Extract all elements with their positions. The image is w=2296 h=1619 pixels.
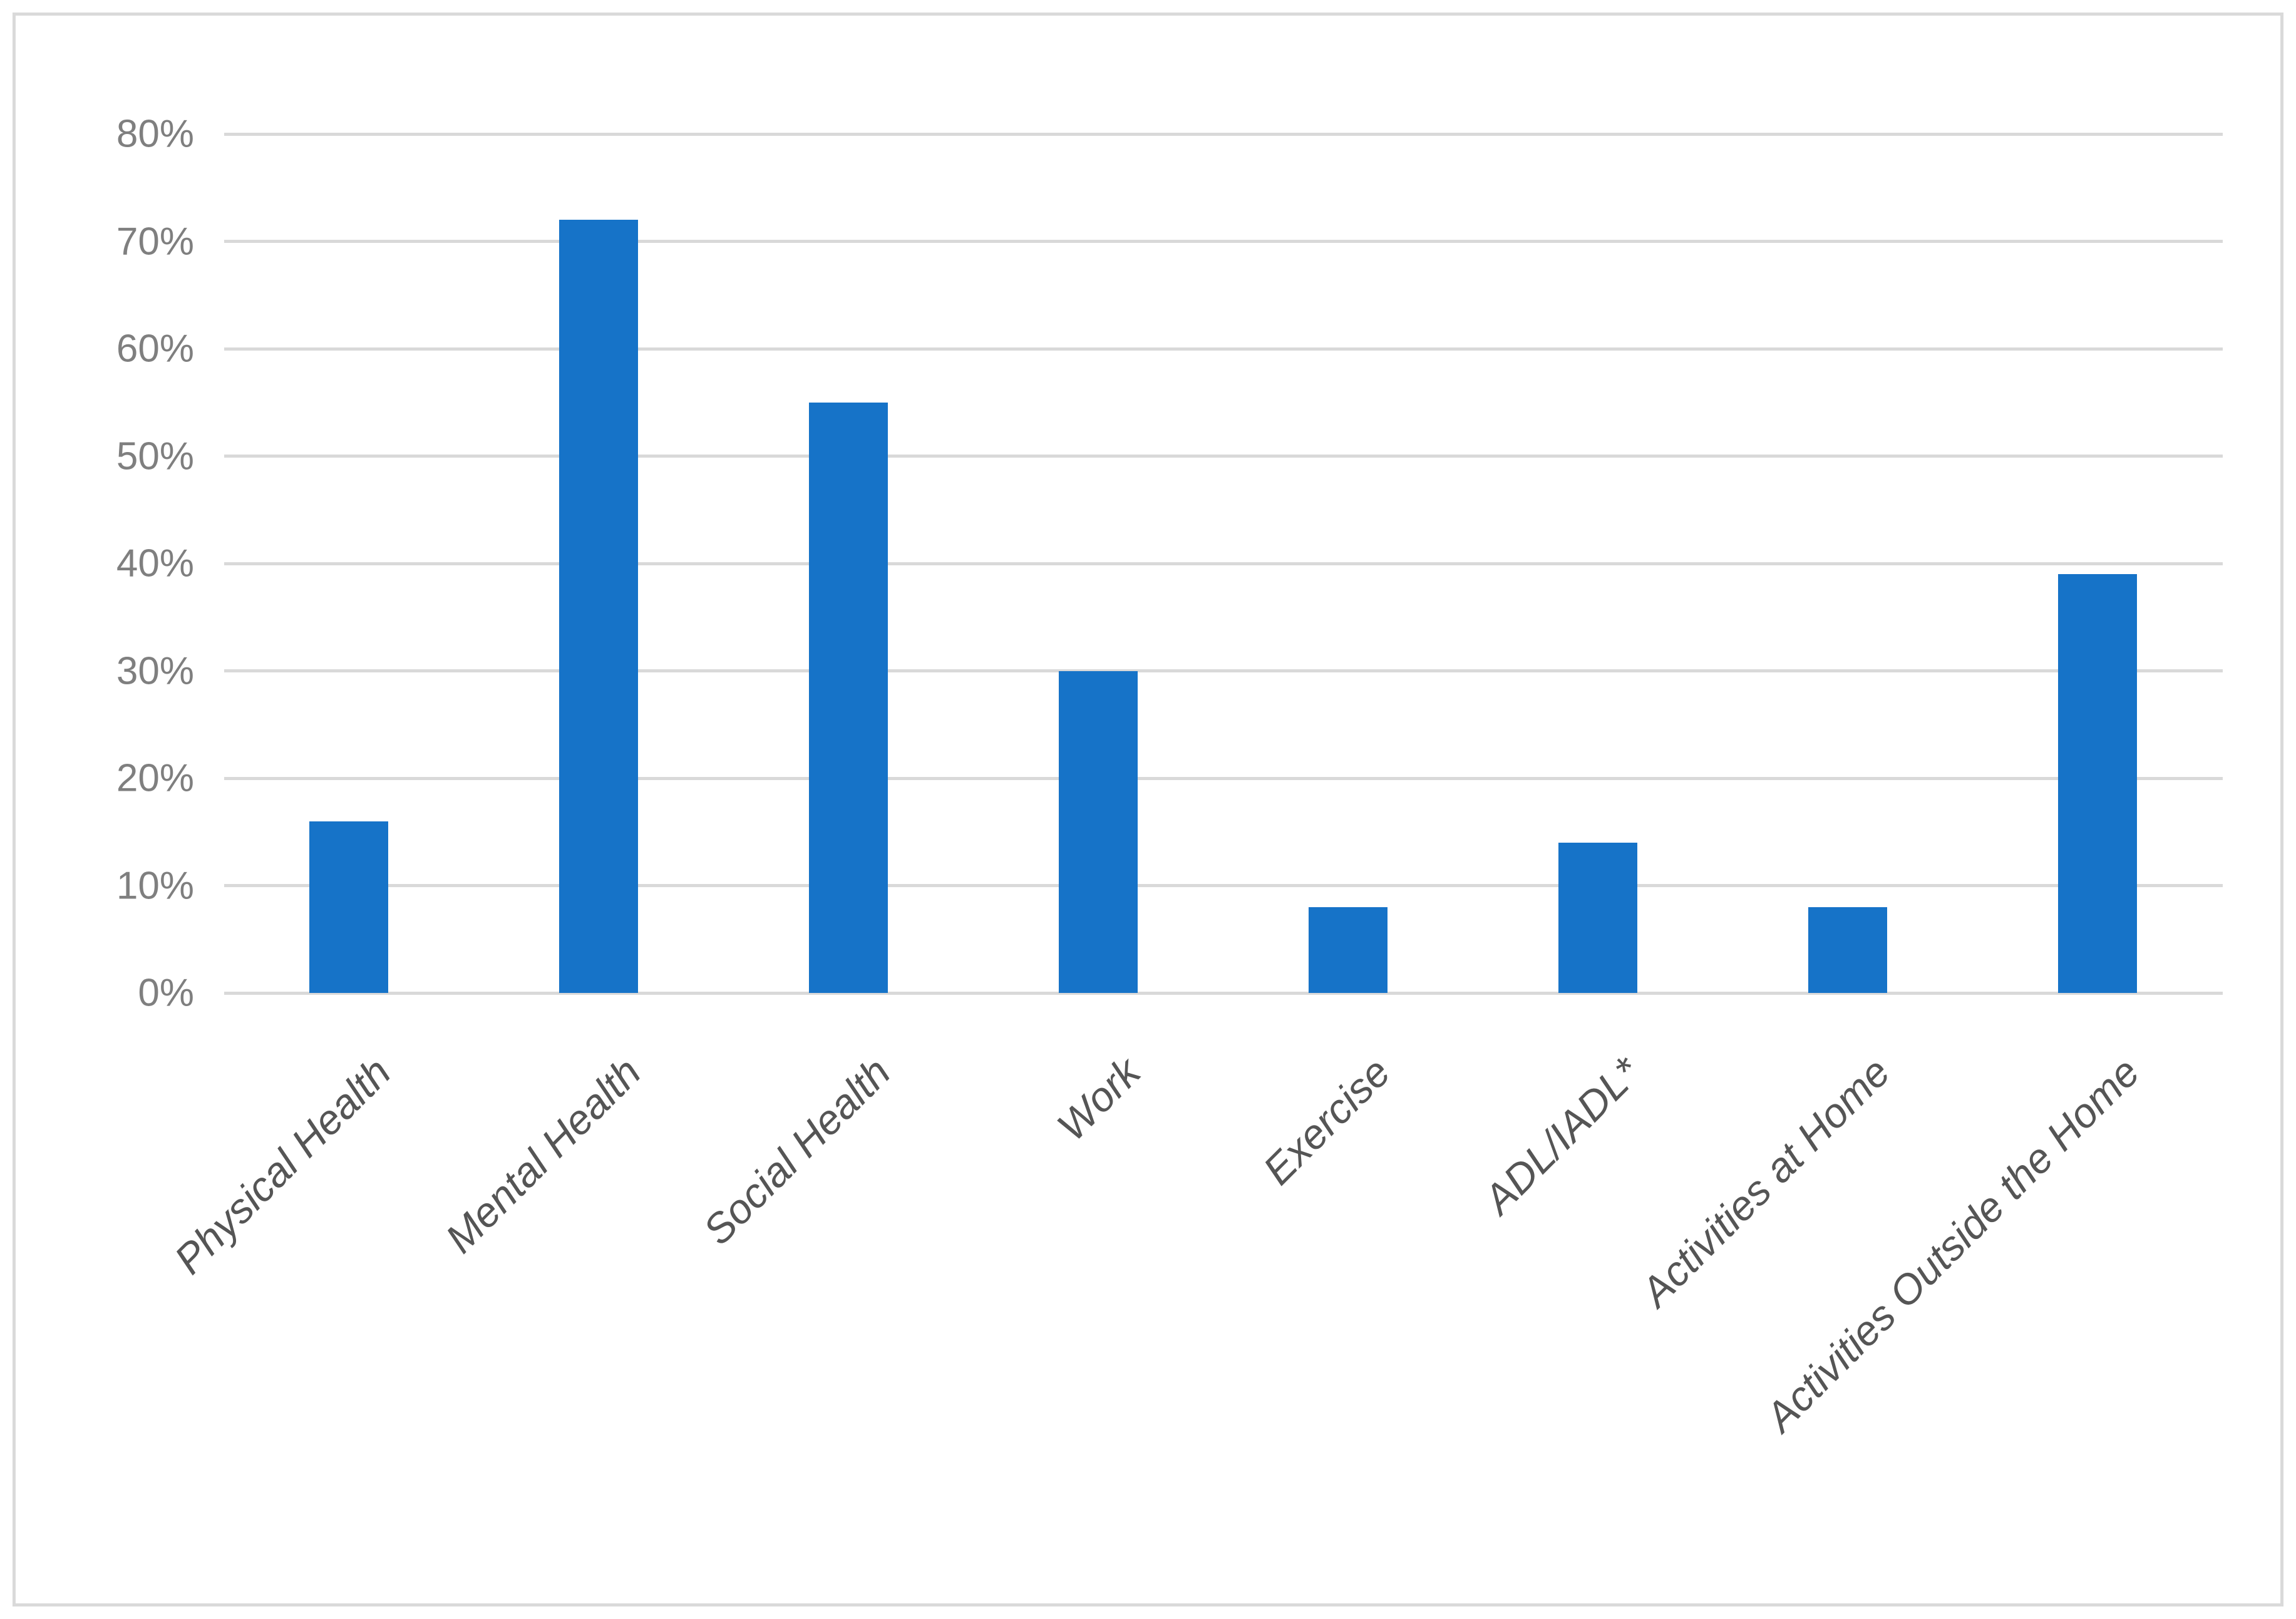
- bar-social-health: [809, 402, 888, 993]
- gridline-40%: [224, 562, 2223, 565]
- y-axis-tick-label: 50%: [116, 434, 194, 478]
- gridline-30%: [224, 669, 2223, 672]
- gridline-20%: [224, 776, 2223, 780]
- bar-exercise: [1309, 907, 1387, 993]
- y-axis-tick-label: 80%: [116, 112, 194, 156]
- gridline-10%: [224, 884, 2223, 887]
- gridline-0%: [224, 991, 2223, 995]
- gridline-50%: [224, 455, 2223, 458]
- x-axis-category-label: ADL/IADL*: [1475, 1048, 1649, 1223]
- bar-work: [1059, 671, 1138, 993]
- bar-activities-outside-the-home: [2058, 574, 2137, 993]
- gridline-80%: [224, 132, 2223, 136]
- x-axis-category-label: Work: [1048, 1048, 1150, 1149]
- bar-adl-iadl-: [1558, 842, 1637, 993]
- y-axis-tick-label: 0%: [138, 971, 194, 1015]
- x-axis-category-label: Mental Health: [436, 1048, 650, 1262]
- bar-activities-at-home: [1808, 907, 1887, 993]
- gridline-70%: [224, 240, 2223, 243]
- gridline-60%: [224, 347, 2223, 351]
- y-axis-tick-label: 10%: [116, 864, 194, 907]
- y-axis-tick-label: 60%: [116, 327, 194, 371]
- y-axis-tick-label: 20%: [116, 756, 194, 800]
- bar-mental-health: [559, 220, 638, 993]
- bar-physical-health: [309, 821, 388, 993]
- x-axis-category-label: Activities at Home: [1632, 1048, 1899, 1315]
- x-axis-category-label: Social Health: [694, 1048, 900, 1254]
- x-axis-category-label: Physical Health: [165, 1048, 400, 1283]
- chart-border-frame: [13, 13, 2283, 1606]
- y-axis-tick-label: 30%: [116, 649, 194, 692]
- x-axis-category-label: Exercise: [1254, 1048, 1399, 1193]
- y-axis-tick-label: 40%: [116, 542, 194, 585]
- y-axis-tick-label: 70%: [116, 220, 194, 263]
